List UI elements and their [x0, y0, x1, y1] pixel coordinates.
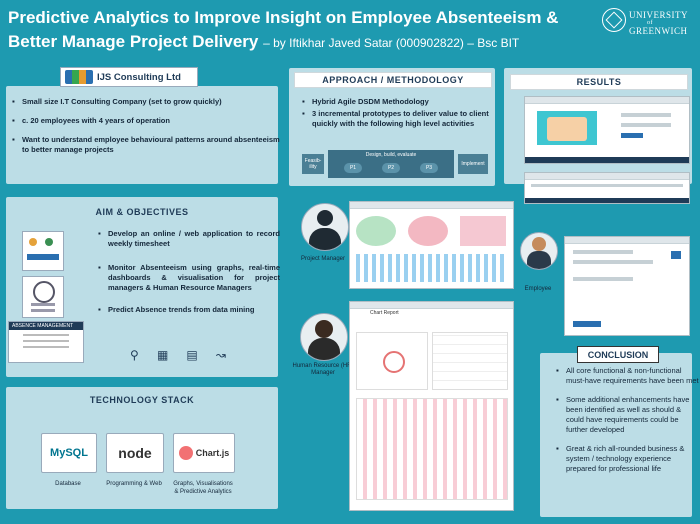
phase-start: Feasib-ility — [302, 154, 324, 174]
phase-design: Design, build, evaluate P1 P2 P3 — [328, 150, 454, 178]
conclusion-bullet: Great & rich all-rounded business & syst… — [556, 444, 700, 474]
tech-label: Programming & Web — [106, 481, 162, 487]
aims-header: AIM & OBJECTIVES — [95, 207, 189, 217]
prototype-step: P1 — [343, 163, 363, 173]
results-header: RESULTS — [510, 74, 688, 90]
company-bullet: c. 20 employees with 4 years of operatio… — [12, 116, 284, 126]
crest-icon — [602, 8, 626, 32]
nodejs-logo: node — [106, 433, 164, 473]
conclusion-bullet: Some additional enhancements have been i… — [556, 395, 700, 435]
mysql-logo: MySQL — [41, 433, 97, 473]
conclusion-header: CONCLUSION — [577, 346, 659, 363]
prototype-step: P3 — [419, 163, 439, 173]
employee-list-screenshot — [524, 172, 690, 204]
magnify-chart-icon: ⚲ — [130, 348, 139, 362]
methodology-diagram: Feasib-ility Design, build, evaluate P1 … — [302, 150, 490, 178]
hr-manager-avatar — [300, 313, 348, 361]
phase-implement: Implement — [458, 154, 488, 174]
company-logo: IJS Consulting Ltd — [60, 67, 198, 87]
role-label: Project Manager — [300, 256, 346, 262]
aims-bullet: Develop an online / web application to r… — [98, 229, 280, 249]
chartjs-logo: Chart.js — [173, 433, 235, 473]
tech-label: Graphs, Visualisations & Predictive Anal… — [173, 481, 233, 495]
people-at-desk-icon — [22, 231, 64, 271]
absence-management-card: ABSENCE MANAGEMENT — [8, 321, 84, 363]
employee-avatar — [520, 232, 558, 270]
tech-header: TECHNOLOGY STACK — [89, 395, 195, 405]
document-icon: ▦ — [156, 348, 169, 362]
aims-bullet: Monitor Absenteeism using graphs, real-t… — [98, 263, 280, 293]
line-chart-icon: ↝ — [215, 348, 226, 362]
report-icon: ▤ — [186, 348, 198, 362]
timesheet-clock-icon — [22, 276, 64, 318]
poster-title: Predictive Analytics to Improve Insight … — [8, 6, 598, 55]
conclusion-bullet: All core functional & non-functional mus… — [556, 366, 700, 386]
company-bullet: Want to understand employee behavioural … — [12, 135, 284, 155]
aims-bullet: Predict Absence trends from data mining — [98, 305, 280, 315]
company-bullet: Small size I.T Consulting Company (set t… — [12, 97, 284, 107]
role-label: Human Resource (HR) Manager — [292, 363, 354, 376]
university-logo: UNIVERSITY of GREENWICH — [602, 6, 694, 38]
aims-bullets: Develop an online / web application to r… — [96, 229, 280, 324]
employee-timesheet-screenshot — [564, 236, 690, 336]
approach-bullet: Hybrid Agile DSDM Methodology — [302, 97, 502, 107]
pm-dashboard-screenshot — [349, 201, 514, 289]
poster-title-main: Predictive Analytics to Improve Insight … — [8, 8, 559, 51]
poster-byline: – by Iftikhar Javed Satar (000902822) – … — [263, 36, 520, 50]
project-manager-avatar — [301, 203, 349, 251]
screen-title: Chart Report — [370, 310, 399, 316]
analytics-icons: ⚲ ▦ ▤ ↝ — [130, 347, 226, 363]
company-bullets: Small size I.T Consulting Company (set t… — [10, 97, 284, 164]
login-screenshot — [524, 96, 690, 164]
approach-header: APPROACH / METHODOLOGY — [294, 72, 492, 88]
role-label: Employee — [524, 286, 552, 292]
people-icon — [65, 70, 93, 84]
approach-bullets: Hybrid Agile DSDM Methodology 3 incremen… — [300, 97, 502, 138]
approach-bullet: 3 incremental prototypes to deliver valu… — [302, 109, 502, 129]
tech-label: Database — [55, 481, 81, 487]
conclusion-bullets: All core functional & non-functional mus… — [554, 366, 700, 483]
prototype-step: P2 — [381, 163, 401, 173]
hr-chart-report-screenshot: Chart Report — [349, 301, 514, 511]
